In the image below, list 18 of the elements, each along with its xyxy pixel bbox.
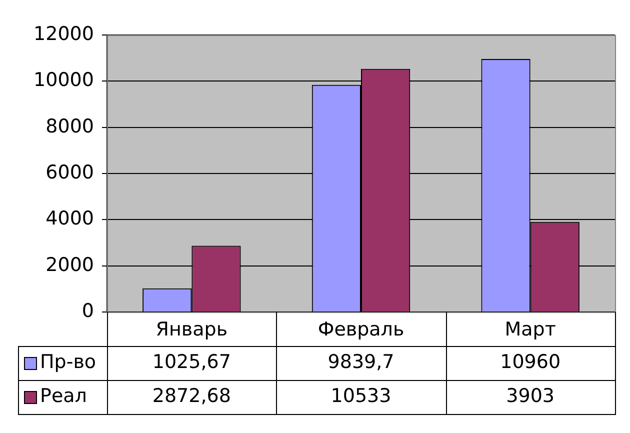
- y-tick-label: 12000: [34, 22, 94, 45]
- y-tick-label: 6000: [46, 161, 94, 184]
- y-tick-label: 2000: [46, 254, 94, 276]
- y-tick-label: 0: [82, 300, 94, 322]
- y-tick-label: 4000: [46, 208, 94, 230]
- x-tick-label: Март: [504, 318, 556, 340]
- y-tick-label: 10000: [34, 69, 94, 92]
- x-tick-label: Январь: [156, 318, 228, 340]
- legend-label: Пр-во: [40, 350, 96, 373]
- y-tick-label: 8000: [46, 115, 94, 138]
- data-label: 2872,68: [152, 384, 231, 407]
- data-label: 9839,7: [328, 350, 394, 373]
- data-label: 1025,67: [152, 350, 231, 373]
- legend-label: Реал: [40, 384, 87, 407]
- data-label: 3903: [506, 384, 555, 407]
- x-tick-label: Февраль: [318, 318, 404, 340]
- data-label: 10533: [330, 384, 392, 407]
- data-label: 10960: [500, 350, 561, 373]
